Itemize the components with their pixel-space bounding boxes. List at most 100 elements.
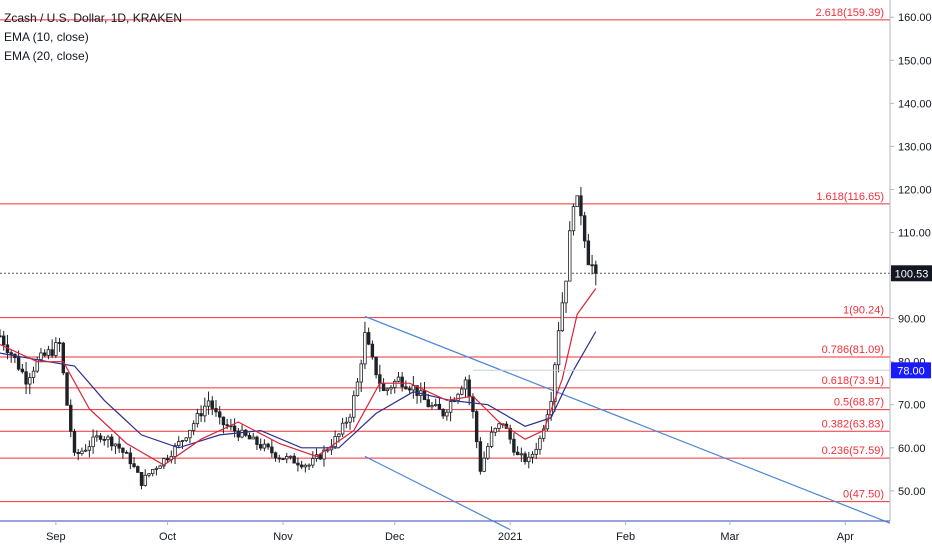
trendlines[interactable] xyxy=(364,315,891,531)
fib-level-label: 2.618(159.39) xyxy=(816,7,885,19)
trendline xyxy=(364,455,511,531)
candle-down xyxy=(422,390,427,401)
candle-down xyxy=(42,352,47,356)
y-tick-label: 150.00 xyxy=(898,55,932,67)
candle-down xyxy=(24,371,28,385)
candle-down xyxy=(467,379,471,397)
candle-down xyxy=(474,411,479,443)
candle-up xyxy=(411,385,416,391)
candle-up xyxy=(150,469,155,475)
x-tick-label: Nov xyxy=(273,531,293,543)
candle-up xyxy=(340,422,345,435)
candle-down xyxy=(512,438,516,453)
price-axis[interactable]: 160.00 150.00 140.00 130.00 120.00 110.00 100.… xyxy=(890,12,932,498)
candle-down xyxy=(415,385,419,396)
candle-down xyxy=(210,400,214,409)
chart-legend: Zcash / U.S. Dollar, 1D, KRAKEN EMA (10,… xyxy=(4,9,182,66)
alert-price-badge[interactable]: 78.00 xyxy=(891,362,931,379)
candle-up xyxy=(54,342,58,356)
x-tick-label: Sep xyxy=(46,531,66,543)
candle-up xyxy=(288,455,293,458)
fibonacci-levels[interactable]: 0(47.50) 0.236(57.59) 0.382(63.83) 0.5(68.8… xyxy=(0,7,890,503)
candle-up xyxy=(333,436,337,448)
candle-down xyxy=(478,441,483,472)
time-axis[interactable]: Sep Oct Nov Dec 2021 Feb Mar Apr xyxy=(46,521,854,543)
x-tick-label: Oct xyxy=(159,531,176,543)
candle-up xyxy=(203,405,207,417)
candle-up xyxy=(162,458,166,467)
candle-up xyxy=(184,437,188,441)
candle-down xyxy=(266,443,270,448)
fib-level-label: 0(47.50) xyxy=(843,489,884,501)
candle-up xyxy=(396,376,401,382)
candle-up xyxy=(95,435,99,438)
candle-up xyxy=(355,381,360,397)
candle-up xyxy=(560,302,565,332)
candle-down xyxy=(437,403,442,410)
candle-up xyxy=(393,380,397,388)
candle-down xyxy=(247,434,252,440)
candle-down xyxy=(400,376,404,388)
candle-down xyxy=(515,451,520,456)
candle-up xyxy=(158,465,162,469)
y-tick-label: 160.00 xyxy=(898,12,932,24)
candle-up xyxy=(460,388,464,395)
y-tick-label: 70.00 xyxy=(898,400,926,412)
candle-down xyxy=(9,352,13,355)
candle-down xyxy=(299,464,304,468)
candle-up xyxy=(206,400,211,407)
candle-down xyxy=(0,335,2,338)
candle-up xyxy=(534,448,538,455)
fib-level-label: 0.5(68.87) xyxy=(834,397,884,409)
candle-up xyxy=(385,388,389,391)
candle-up xyxy=(359,363,363,383)
candle-down xyxy=(121,447,125,453)
fib-level-label: 0.382(63.83) xyxy=(822,418,884,430)
candle-up xyxy=(325,449,330,452)
candle-up xyxy=(147,473,151,476)
candle-down xyxy=(586,240,591,266)
candle-down xyxy=(102,439,106,441)
candle-down xyxy=(370,343,375,358)
candle-up xyxy=(307,464,311,467)
candle-up xyxy=(497,423,501,429)
candle-up xyxy=(430,405,434,408)
fib-level-label: 0.618(73.91) xyxy=(822,375,884,387)
candle-up xyxy=(575,195,579,208)
candle-up xyxy=(113,443,118,447)
candle-down xyxy=(69,404,73,432)
candle-down xyxy=(65,372,69,406)
candle-up xyxy=(456,393,460,401)
candle-down xyxy=(508,428,512,440)
candle-up xyxy=(344,421,349,424)
candle-up xyxy=(180,440,185,442)
candle-up xyxy=(571,206,576,232)
candles xyxy=(0,186,598,490)
candle-up xyxy=(251,436,255,440)
candle-down xyxy=(273,452,278,459)
candle-up xyxy=(311,458,315,466)
symbol-title[interactable]: Zcash / U.S. Dollar, 1D, KRAKEN xyxy=(4,11,183,25)
candle-down xyxy=(441,408,445,417)
candle-up xyxy=(28,377,32,385)
ema20-legend[interactable]: EMA (20, close) xyxy=(4,49,89,63)
candle-up xyxy=(191,423,196,431)
y-tick-label: 60.00 xyxy=(898,443,926,455)
candle-down xyxy=(2,335,6,346)
fib-level-label: 1.618(116.65) xyxy=(816,191,884,203)
candle-down xyxy=(110,436,114,447)
candle-up xyxy=(91,436,95,448)
candle-up xyxy=(39,352,43,361)
ema10-legend[interactable]: EMA (10, close) xyxy=(4,30,89,44)
candle-down xyxy=(124,451,129,454)
candle-down xyxy=(374,356,378,376)
candle-up xyxy=(389,387,393,390)
y-tick-label: 140.00 xyxy=(898,98,932,110)
candle-down xyxy=(404,386,408,390)
candle-up xyxy=(493,427,497,433)
y-tick-label: 130.00 xyxy=(898,141,932,153)
candle-up xyxy=(285,456,289,460)
candle-up xyxy=(352,395,356,418)
y-tick-label: 120.00 xyxy=(898,184,932,196)
